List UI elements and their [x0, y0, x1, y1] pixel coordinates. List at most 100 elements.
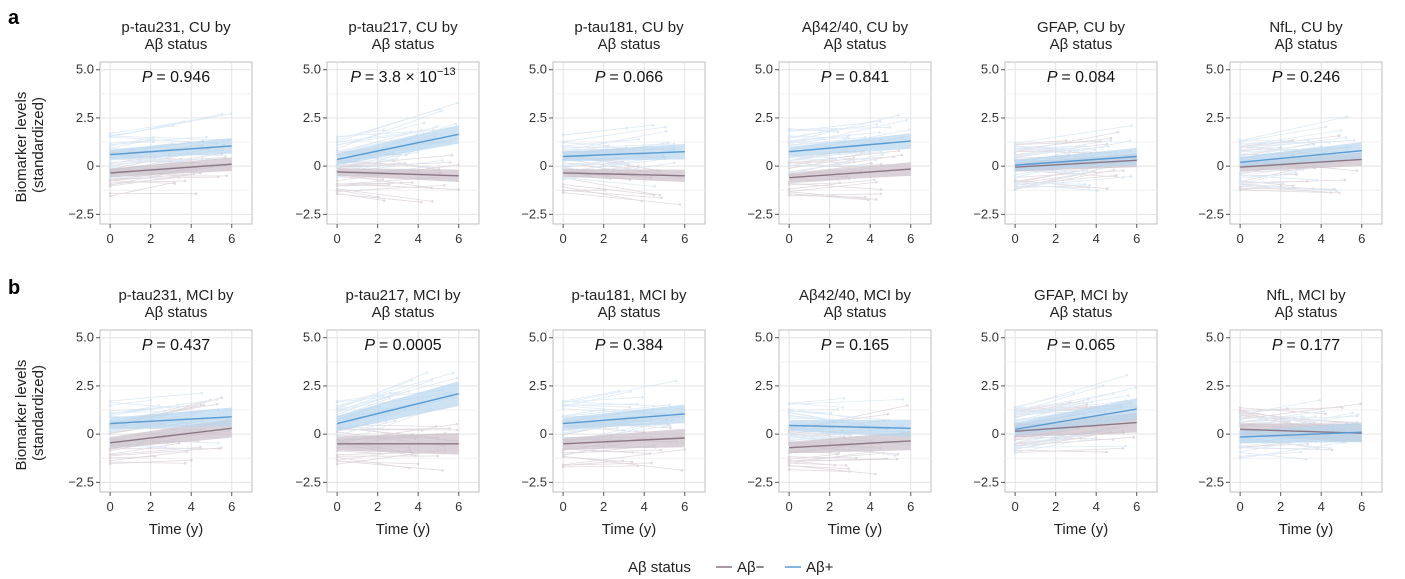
trajectory-point — [561, 451, 565, 455]
panel-title-line2: Aβ status — [824, 36, 887, 53]
trajectory-point — [389, 391, 392, 395]
trajectory-point — [1013, 173, 1017, 176]
trajectory-point — [382, 199, 386, 202]
trajectory-point — [157, 404, 160, 407]
trajectory-point — [787, 164, 791, 167]
trajectory-point — [381, 178, 384, 181]
x-tick-label: 6 — [455, 231, 462, 246]
trajectory-point — [1238, 182, 1242, 186]
ci-band-neg — [110, 157, 232, 178]
trajectory-point — [197, 404, 200, 407]
trajectory-line — [337, 428, 450, 431]
x-tick-label: 0 — [107, 499, 114, 514]
trajectory-point — [893, 454, 897, 457]
x-tick-label: 0 — [560, 231, 567, 246]
trajectory-point — [164, 410, 167, 413]
trajectory-point — [621, 459, 624, 463]
trajectory-point — [335, 138, 339, 142]
trajectory-point — [1328, 446, 1332, 450]
trajectory-point — [108, 460, 112, 464]
trajectory-point — [1238, 406, 1242, 410]
trajectory-line — [1015, 176, 1131, 188]
trajectory-point — [630, 460, 634, 464]
trajectory-point — [155, 176, 159, 180]
trajectory-point — [1088, 183, 1091, 187]
trajectory-point — [443, 183, 446, 187]
ylabel-line1: Biomarker levels — [13, 92, 30, 203]
y-tick-label: 0 — [87, 158, 94, 173]
trajectory-point — [186, 447, 190, 450]
y-tick-label: 5.0 — [529, 62, 547, 77]
trajectory-line — [789, 469, 850, 472]
panel-title-line1: GFAP, CU by — [1037, 19, 1126, 36]
x-tick-label: 0 — [1012, 231, 1019, 246]
trajectory-point — [454, 122, 457, 126]
trajectory-point — [1096, 189, 1099, 192]
trajectory-point — [829, 411, 833, 415]
trajectory-point — [636, 402, 639, 406]
trajectory-point — [108, 179, 112, 182]
trajectory-point — [787, 137, 791, 140]
trajectory-point — [631, 451, 635, 454]
x-tick-label: 4 — [641, 499, 648, 514]
y-tick-label: −2.5 — [295, 206, 321, 221]
trajectory-line — [789, 453, 838, 460]
trajectory-point — [183, 461, 187, 465]
trajectory-point — [108, 135, 112, 139]
trajectory-point — [886, 412, 890, 416]
trajectory-point — [561, 177, 565, 181]
panel-title-line2: Aβ status — [598, 304, 661, 321]
trajectory-point — [1238, 456, 1242, 460]
p-symbol: P — [1272, 337, 1287, 354]
trajectory-point — [1115, 174, 1118, 177]
trajectory-line — [110, 121, 185, 134]
trajectory-point — [1013, 154, 1017, 158]
trajectory-point — [873, 178, 876, 182]
p-value-label: P = 0.384 — [595, 337, 663, 354]
trajectory-line — [110, 459, 192, 464]
y-tick-label: −2.5 — [295, 474, 321, 489]
y-tick-label: 0 — [314, 158, 321, 173]
y-tick-label: 2.5 — [1206, 110, 1224, 125]
trajectory-point — [416, 150, 420, 154]
panel-title-line2: Aβ status — [372, 36, 435, 53]
trajectory-line — [1240, 414, 1293, 425]
trajectory-point — [229, 112, 233, 115]
ylabel-line2: (standardized) — [30, 365, 47, 461]
trajectory-line — [789, 191, 877, 200]
trajectory-line — [563, 460, 623, 466]
trajectory-line — [110, 399, 151, 406]
trajectory-line — [563, 426, 606, 436]
trajectory-point — [1355, 414, 1359, 418]
trajectory-point — [1307, 138, 1310, 142]
trajectory-point — [561, 163, 565, 167]
trajectory-point — [1294, 171, 1297, 175]
trajectory-point — [863, 196, 867, 199]
trajectory-point — [787, 437, 791, 440]
trajectory-point — [842, 397, 846, 400]
ci-band-pos — [110, 407, 232, 430]
trajectory-point — [440, 109, 443, 113]
legend-pos-label: Aβ+ — [806, 559, 834, 576]
panel-title-line1: Aβ42/40, CU by — [802, 19, 909, 36]
trajectory-point — [1060, 435, 1064, 439]
trajectory-point — [787, 193, 791, 197]
panel-title-line2: Aβ status — [1275, 36, 1338, 53]
y-tick-label: 2.5 — [755, 378, 773, 393]
trajectory-point — [787, 187, 791, 191]
trajectory-point — [1085, 169, 1089, 172]
fit-line-neg — [1015, 159, 1137, 168]
p-value-label: P = 0.065 — [1047, 337, 1115, 354]
trajectory-point — [1126, 394, 1130, 397]
x-tick-label: 0 — [334, 231, 341, 246]
trajectory-point — [335, 400, 339, 404]
trajectory-point — [217, 441, 220, 445]
trajectory-point — [455, 428, 459, 432]
trajectory-line — [789, 465, 849, 470]
trajectory-point — [1315, 178, 1319, 182]
trajectory-point — [108, 161, 112, 164]
trajectory-point — [668, 424, 672, 427]
trajectory-line — [563, 449, 685, 466]
